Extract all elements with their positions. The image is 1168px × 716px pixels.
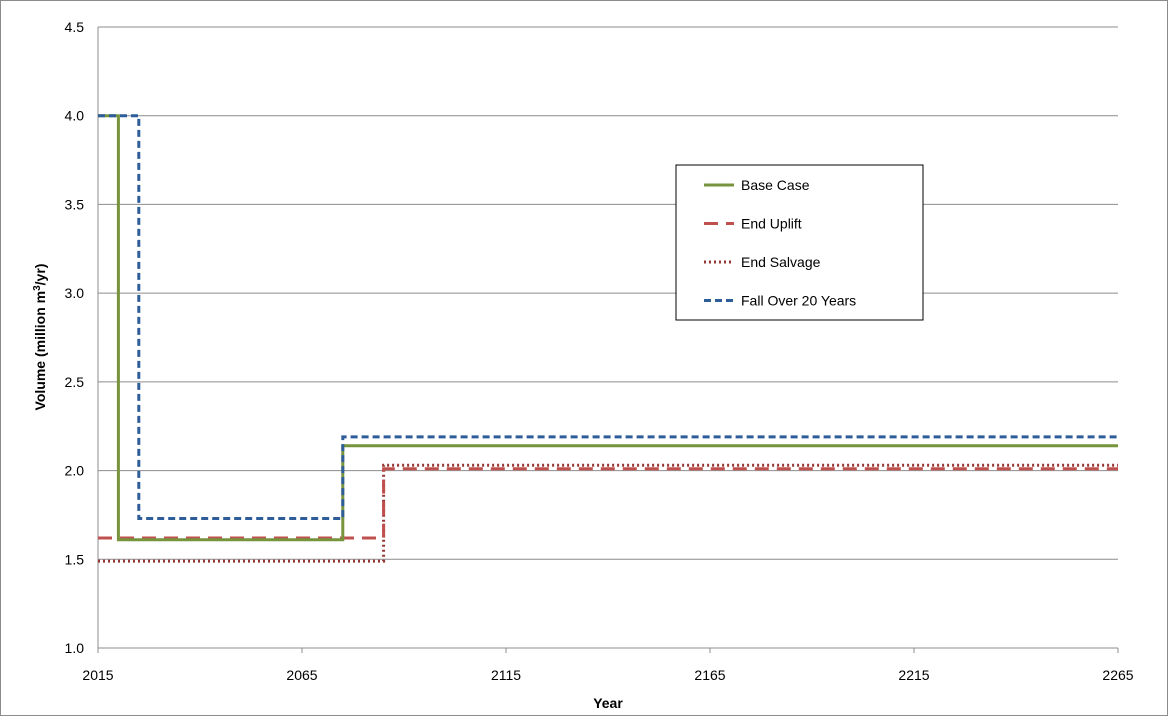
x-tick-label: 2015: [82, 667, 113, 683]
series-line-fall-over-20-years: [98, 114, 1118, 520]
x-tick-label: 2265: [1102, 667, 1133, 683]
y-tick-label: 4.0: [65, 108, 85, 124]
x-tick-labels: 2015 2065 2115 2165 2215 2265: [82, 648, 1134, 683]
y-tick-label: 1.0: [65, 640, 85, 656]
x-axis-title: Year: [593, 695, 623, 711]
y-tick-labels: 1.0 1.5 2.0 2.5 3.0 3.5 4.0 4.5: [65, 19, 85, 656]
legend-label: End Salvage: [741, 254, 821, 270]
gridlines: [98, 26, 1118, 560]
y-axis-title-sup: 3: [32, 285, 43, 291]
series-line-base-case: [98, 114, 1118, 542]
y-axis-title-prefix: Volume (million m: [32, 291, 48, 411]
axes: [97, 27, 1118, 649]
y-tick-label: 1.5: [65, 551, 85, 567]
y-axis-title-suffix: /yr): [32, 264, 48, 286]
series-line-end-salvage: [98, 463, 1118, 563]
series-lines: [98, 114, 1118, 563]
x-tick-label: 2215: [898, 667, 929, 683]
legend-label: End Uplift: [741, 216, 802, 232]
y-tick-label: 2.5: [65, 374, 85, 390]
y-tick-label: 2.0: [65, 463, 85, 479]
y-tick-label: 3.5: [65, 196, 85, 212]
y-tick-label: 4.5: [65, 19, 85, 35]
y-axis-title: Volume (million m3/yr): [32, 264, 48, 411]
legend-box: [675, 164, 924, 321]
series-line-end-uplift: [98, 467, 1118, 540]
legend-label: Base Case: [741, 177, 810, 193]
legend: Base Case End Uplift End Salvage Fall Over …: [675, 164, 924, 321]
x-tick-label: 2115: [491, 667, 521, 683]
x-tick-label: 2165: [694, 667, 725, 683]
x-tick-label: 2065: [286, 667, 317, 683]
legend-label: Fall Over 20 Years: [741, 293, 856, 309]
y-tick-label: 3.0: [65, 285, 85, 301]
